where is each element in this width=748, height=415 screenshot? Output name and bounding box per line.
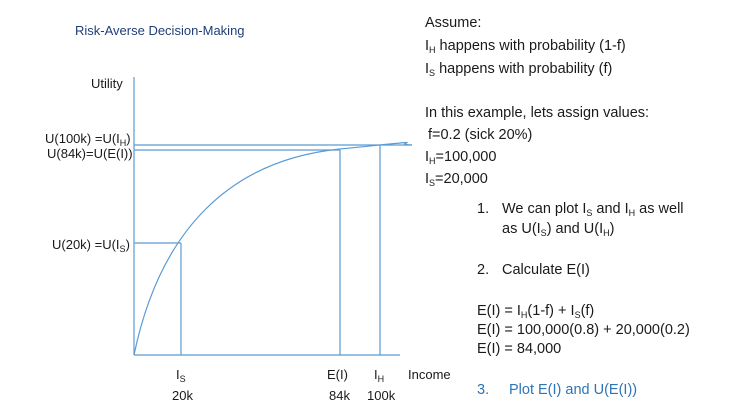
note-ih-probability: IH happens with probability (1-f) <box>425 38 626 55</box>
equation-ei-formula: E(I) = IH(1-f) + IS(f) <box>477 303 595 320</box>
step2-number: 2. <box>477 262 490 278</box>
x-axis-label: Income <box>408 367 451 382</box>
equation-ei-substitution: E(I) = 100,000(0.8) + 20,000(0.2) <box>477 322 690 338</box>
y-axis-label: Utility <box>91 76 123 91</box>
utility-curve <box>133 141 413 356</box>
y-label-u-ih: U(100k) =U(IH) <box>45 131 131 148</box>
x-value-ih: 100k <box>367 388 396 403</box>
x-label-ei: E(I) <box>327 367 348 382</box>
step3-text: Plot E(I) and U(E(I)) <box>509 382 638 398</box>
y-label-u-is: U(20k) =U(IS) <box>52 237 130 254</box>
x-value-is: 20k <box>172 388 193 403</box>
note-assume: Assume: <box>425 15 482 31</box>
y-label-u-ei: U(84k)=U(E(I)) <box>47 146 133 161</box>
x-label-is: IS <box>176 367 186 384</box>
x-value-ei: 84k <box>329 388 350 403</box>
equation-ei-result: E(I) = 84,000 <box>477 341 562 357</box>
x-label-ih: IH <box>374 367 385 384</box>
note-ih-value: IH=100,000 <box>425 149 497 166</box>
step1-number: 1. <box>477 201 490 217</box>
note-f-value: f=0.2 (sick 20%) <box>428 127 533 143</box>
note-is-probability: IS happens with probability (f) <box>425 61 613 78</box>
step2-text: Calculate E(I) <box>502 262 590 278</box>
step3-number: 3. <box>477 382 490 398</box>
step1-line2: as U(IS) and U(IH) <box>502 221 615 238</box>
note-example-intro: In this example, lets assign values: <box>425 105 650 121</box>
step1-line1: We can plot IS and IH as well <box>502 201 684 218</box>
slide-title: Risk-Averse Decision-Making <box>75 23 245 38</box>
note-is-value: IS=20,000 <box>425 171 488 188</box>
